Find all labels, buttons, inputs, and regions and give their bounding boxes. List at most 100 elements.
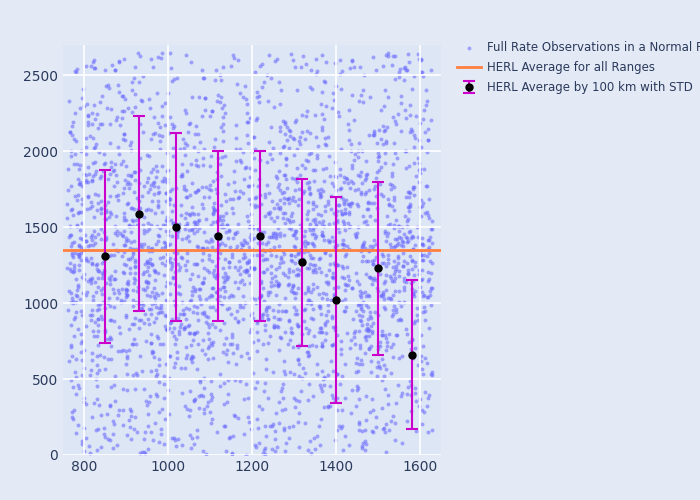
Full Rate Observations in a Normal Point	[262, 210, 274, 218]
Full Rate Observations in a Normal Point	[365, 308, 376, 316]
Full Rate Observations in a Normal Point	[294, 258, 305, 266]
Full Rate Observations in a Normal Point	[92, 352, 103, 360]
Full Rate Observations in a Normal Point	[153, 361, 164, 369]
Full Rate Observations in a Normal Point	[285, 324, 296, 332]
Full Rate Observations in a Normal Point	[273, 263, 284, 271]
Full Rate Observations in a Normal Point	[200, 183, 211, 191]
Full Rate Observations in a Normal Point	[96, 172, 107, 180]
Full Rate Observations in a Normal Point	[382, 221, 393, 229]
Full Rate Observations in a Normal Point	[193, 392, 204, 400]
Full Rate Observations in a Normal Point	[76, 356, 88, 364]
Full Rate Observations in a Normal Point	[405, 234, 416, 241]
Full Rate Observations in a Normal Point	[223, 180, 234, 188]
Full Rate Observations in a Normal Point	[300, 418, 311, 426]
Full Rate Observations in a Normal Point	[400, 233, 412, 241]
Full Rate Observations in a Normal Point	[290, 116, 302, 124]
Full Rate Observations in a Normal Point	[335, 165, 346, 173]
Full Rate Observations in a Normal Point	[133, 300, 144, 308]
Full Rate Observations in a Normal Point	[351, 269, 362, 277]
Full Rate Observations in a Normal Point	[223, 434, 234, 442]
Full Rate Observations in a Normal Point	[283, 126, 294, 134]
Full Rate Observations in a Normal Point	[111, 113, 122, 121]
Full Rate Observations in a Normal Point	[167, 144, 178, 152]
Full Rate Observations in a Normal Point	[90, 426, 101, 434]
Full Rate Observations in a Normal Point	[328, 290, 339, 298]
Full Rate Observations in a Normal Point	[145, 220, 156, 228]
Full Rate Observations in a Normal Point	[150, 299, 161, 307]
Full Rate Observations in a Normal Point	[304, 260, 316, 268]
Full Rate Observations in a Normal Point	[307, 200, 318, 207]
Full Rate Observations in a Normal Point	[267, 420, 278, 428]
Full Rate Observations in a Normal Point	[177, 306, 188, 314]
Full Rate Observations in a Normal Point	[244, 173, 256, 181]
Full Rate Observations in a Normal Point	[238, 250, 249, 258]
Full Rate Observations in a Normal Point	[227, 450, 238, 458]
Full Rate Observations in a Normal Point	[99, 268, 110, 276]
Full Rate Observations in a Normal Point	[359, 190, 370, 198]
Full Rate Observations in a Normal Point	[352, 153, 363, 161]
Full Rate Observations in a Normal Point	[269, 229, 280, 237]
Full Rate Observations in a Normal Point	[315, 415, 326, 423]
Full Rate Observations in a Normal Point	[116, 298, 127, 306]
Full Rate Observations in a Normal Point	[298, 189, 309, 197]
Full Rate Observations in a Normal Point	[262, 394, 274, 402]
Full Rate Observations in a Normal Point	[262, 314, 274, 322]
Full Rate Observations in a Normal Point	[144, 185, 155, 193]
Full Rate Observations in a Normal Point	[162, 227, 174, 235]
Full Rate Observations in a Normal Point	[84, 442, 95, 450]
Full Rate Observations in a Normal Point	[259, 326, 270, 334]
Full Rate Observations in a Normal Point	[245, 210, 256, 218]
Full Rate Observations in a Normal Point	[148, 178, 160, 186]
Full Rate Observations in a Normal Point	[249, 442, 260, 450]
Full Rate Observations in a Normal Point	[261, 71, 272, 79]
Full Rate Observations in a Normal Point	[130, 298, 141, 306]
Full Rate Observations in a Normal Point	[152, 167, 163, 175]
Full Rate Observations in a Normal Point	[167, 218, 178, 226]
Full Rate Observations in a Normal Point	[314, 442, 326, 450]
Full Rate Observations in a Normal Point	[279, 328, 290, 336]
Full Rate Observations in a Normal Point	[224, 304, 235, 312]
Full Rate Observations in a Normal Point	[154, 138, 165, 145]
Full Rate Observations in a Normal Point	[204, 238, 215, 246]
Full Rate Observations in a Normal Point	[206, 186, 217, 194]
Full Rate Observations in a Normal Point	[398, 262, 409, 270]
Full Rate Observations in a Normal Point	[372, 345, 384, 353]
Full Rate Observations in a Normal Point	[120, 294, 132, 302]
Full Rate Observations in a Normal Point	[318, 187, 329, 195]
Full Rate Observations in a Normal Point	[219, 255, 230, 263]
Full Rate Observations in a Normal Point	[149, 418, 160, 426]
Full Rate Observations in a Normal Point	[156, 132, 167, 140]
Full Rate Observations in a Normal Point	[193, 130, 204, 138]
Full Rate Observations in a Normal Point	[391, 306, 402, 314]
Full Rate Observations in a Normal Point	[389, 258, 400, 266]
Full Rate Observations in a Normal Point	[405, 345, 416, 353]
Full Rate Observations in a Normal Point	[418, 408, 429, 416]
Full Rate Observations in a Normal Point	[284, 218, 295, 226]
Full Rate Observations in a Normal Point	[156, 102, 167, 110]
Full Rate Observations in a Normal Point	[75, 249, 86, 257]
Full Rate Observations in a Normal Point	[323, 280, 334, 288]
Full Rate Observations in a Normal Point	[343, 281, 354, 289]
Full Rate Observations in a Normal Point	[302, 264, 313, 272]
Full Rate Observations in a Normal Point	[156, 425, 167, 433]
Full Rate Observations in a Normal Point	[148, 164, 159, 172]
Full Rate Observations in a Normal Point	[402, 384, 414, 392]
Full Rate Observations in a Normal Point	[91, 332, 102, 340]
Full Rate Observations in a Normal Point	[316, 228, 328, 236]
Full Rate Observations in a Normal Point	[128, 188, 139, 196]
Full Rate Observations in a Normal Point	[416, 288, 427, 296]
Full Rate Observations in a Normal Point	[76, 311, 87, 319]
Full Rate Observations in a Normal Point	[274, 315, 286, 323]
Full Rate Observations in a Normal Point	[74, 252, 85, 260]
Full Rate Observations in a Normal Point	[144, 398, 155, 406]
Full Rate Observations in a Normal Point	[216, 220, 228, 228]
Full Rate Observations in a Normal Point	[150, 303, 161, 311]
Full Rate Observations in a Normal Point	[377, 356, 388, 364]
Full Rate Observations in a Normal Point	[209, 135, 220, 143]
Full Rate Observations in a Normal Point	[356, 244, 368, 252]
Full Rate Observations in a Normal Point	[332, 261, 344, 269]
Full Rate Observations in a Normal Point	[95, 205, 106, 213]
Full Rate Observations in a Normal Point	[293, 322, 304, 330]
Full Rate Observations in a Normal Point	[309, 166, 321, 174]
Full Rate Observations in a Normal Point	[116, 160, 127, 168]
